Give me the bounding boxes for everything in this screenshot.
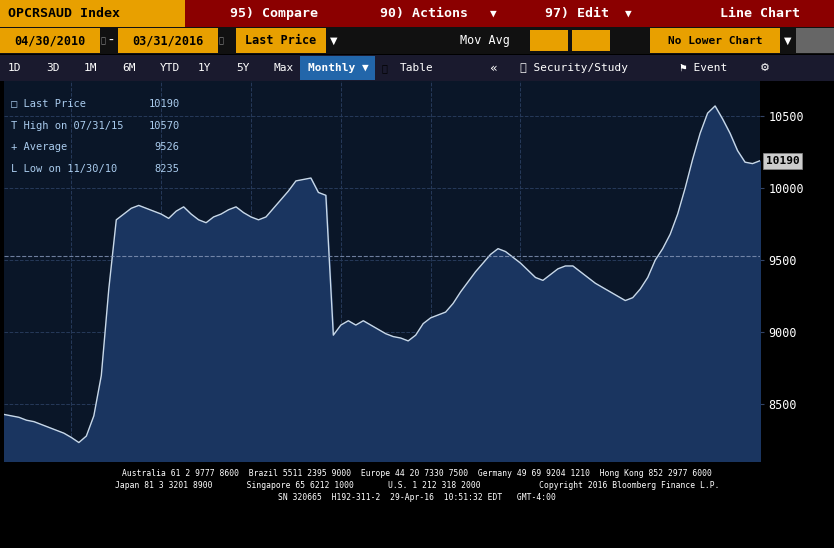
Text: 10190: 10190 xyxy=(766,156,799,165)
Text: Max: Max xyxy=(274,63,294,73)
Text: L Low on 11/30/10: L Low on 11/30/10 xyxy=(11,164,118,174)
Text: 1Y: 1Y xyxy=(198,63,212,73)
Text: YTD: YTD xyxy=(160,63,180,73)
Text: □ Last Price: □ Last Price xyxy=(11,99,86,109)
Text: OPCRSAUD Index: OPCRSAUD Index xyxy=(8,7,120,20)
Text: 8235: 8235 xyxy=(155,164,179,174)
Text: ▼: ▼ xyxy=(784,36,791,45)
Bar xyxy=(300,56,375,80)
Text: ⬛: ⬛ xyxy=(101,36,106,45)
Text: Australia 61 2 9777 8600  Brazil 5511 2395 9000  Europe 44 20 7330 7500  Germany: Australia 61 2 9777 8600 Brazil 5511 239… xyxy=(122,470,712,478)
Text: 95) Compare: 95) Compare xyxy=(230,7,318,20)
Text: T High on 07/31/15: T High on 07/31/15 xyxy=(11,121,123,130)
Text: 03/31/2016: 03/31/2016 xyxy=(133,34,203,47)
Text: + Average: + Average xyxy=(11,142,68,152)
Text: 9526: 9526 xyxy=(155,142,179,152)
Text: ⬛: ⬛ xyxy=(219,36,224,45)
Text: 1D: 1D xyxy=(8,63,22,73)
Bar xyxy=(0,28,100,53)
Text: 📈: 📈 xyxy=(382,63,388,73)
Bar xyxy=(236,28,326,53)
Bar xyxy=(796,28,834,53)
Text: 10570: 10570 xyxy=(148,121,179,130)
Text: ▼: ▼ xyxy=(330,36,338,45)
Text: Japan 81 3 3201 8900       Singapore 65 6212 1000       U.S. 1 212 318 2000     : Japan 81 3 3201 8900 Singapore 65 6212 1… xyxy=(115,482,719,490)
Text: No Lower Chart: No Lower Chart xyxy=(668,36,762,45)
Text: Monthly ▼: Monthly ▼ xyxy=(308,63,369,73)
Bar xyxy=(650,28,780,53)
Bar xyxy=(572,30,610,51)
Text: «: « xyxy=(490,61,498,75)
Text: 1M: 1M xyxy=(84,63,98,73)
Text: 90) Actions: 90) Actions xyxy=(380,7,468,20)
Bar xyxy=(185,0,834,27)
Bar xyxy=(118,28,218,53)
Text: 6M: 6M xyxy=(122,63,135,73)
Bar xyxy=(0,468,834,498)
Text: 10190: 10190 xyxy=(148,99,179,109)
Bar xyxy=(530,30,568,51)
Text: ⚙: ⚙ xyxy=(760,63,770,73)
Bar xyxy=(0,0,185,27)
Text: 97) Edit: 97) Edit xyxy=(545,7,609,20)
Text: -: - xyxy=(108,33,113,48)
Text: ▼: ▼ xyxy=(625,9,631,19)
Text: 5Y: 5Y xyxy=(236,63,249,73)
Text: ⚑ Event: ⚑ Event xyxy=(680,63,727,73)
Text: 04/30/2010: 04/30/2010 xyxy=(14,34,86,47)
Text: ▼: ▼ xyxy=(490,9,497,19)
Text: Table: Table xyxy=(400,63,434,73)
Text: SN 320665  H192-311-2  29-Apr-16  10:51:32 EDT   GMT-4:00: SN 320665 H192-311-2 29-Apr-16 10:51:32 … xyxy=(278,494,556,503)
Text: 3D: 3D xyxy=(46,63,59,73)
Text: Line Chart: Line Chart xyxy=(720,7,800,20)
Text: Last Price: Last Price xyxy=(245,34,317,47)
Text: ⌇ Security/Study: ⌇ Security/Study xyxy=(520,63,628,73)
Text: Mov Avg: Mov Avg xyxy=(460,34,510,47)
